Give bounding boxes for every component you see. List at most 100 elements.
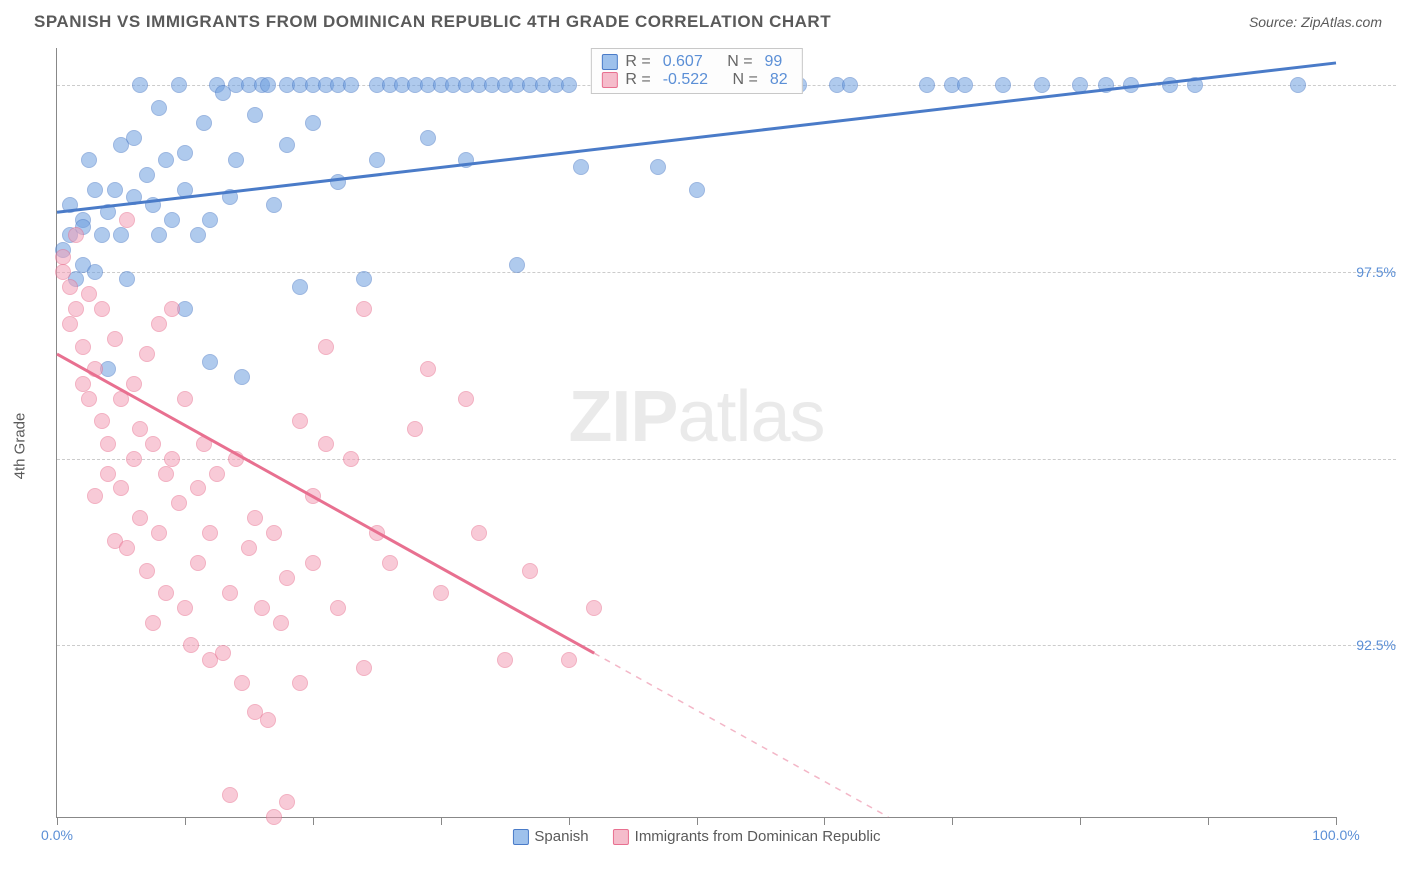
scatter-point [343, 451, 359, 467]
scatter-point [369, 152, 385, 168]
scatter-point [266, 197, 282, 213]
xtick [697, 817, 698, 825]
scatter-point [81, 391, 97, 407]
scatter-point [145, 197, 161, 213]
scatter-point [650, 159, 666, 175]
scatter-point [356, 660, 372, 676]
n-label: N = [733, 71, 758, 89]
legend-label-spanish: Spanish [534, 828, 588, 845]
scatter-point [177, 391, 193, 407]
series-legend: Spanish Immigrants from Dominican Republ… [512, 828, 880, 845]
scatter-point [260, 712, 276, 728]
r-label: R = [625, 53, 650, 71]
scatter-point [158, 152, 174, 168]
scatter-point [81, 152, 97, 168]
xtick [1080, 817, 1081, 825]
scatter-point [957, 77, 973, 93]
scatter-point [222, 585, 238, 601]
scatter-point [573, 159, 589, 175]
scatter-point [94, 227, 110, 243]
scatter-point [202, 354, 218, 370]
scatter-point [190, 555, 206, 571]
xtick [1208, 817, 1209, 825]
scatter-point [266, 809, 282, 825]
scatter-point [87, 182, 103, 198]
scatter-point [196, 115, 212, 131]
scatter-point [222, 189, 238, 205]
scatter-point [318, 339, 334, 355]
scatter-point [75, 339, 91, 355]
scatter-point [119, 540, 135, 556]
scatter-point [202, 525, 218, 541]
correlation-legend: R = 0.607 N = 99 R = -0.522 N = 82 [590, 48, 802, 94]
scatter-point [100, 436, 116, 452]
scatter-point [100, 204, 116, 220]
scatter-point [126, 451, 142, 467]
scatter-point [292, 413, 308, 429]
gridline [57, 645, 1396, 646]
y-axis-label: 4th Grade [12, 413, 29, 480]
scatter-point [68, 227, 84, 243]
scatter-point [145, 436, 161, 452]
scatter-point [260, 77, 276, 93]
scatter-point [292, 279, 308, 295]
scatter-point [190, 227, 206, 243]
chart-title: SPANISH VS IMMIGRANTS FROM DOMINICAN REP… [34, 12, 831, 32]
scatter-point [87, 361, 103, 377]
swatch-pink-icon [601, 72, 617, 88]
xtick [1336, 817, 1337, 825]
scatter-point [55, 249, 71, 265]
scatter-point [305, 555, 321, 571]
chart-header: SPANISH VS IMMIGRANTS FROM DOMINICAN REP… [0, 0, 1406, 40]
scatter-point [100, 466, 116, 482]
scatter-point [842, 77, 858, 93]
xtick [313, 817, 314, 825]
scatter-point [151, 100, 167, 116]
scatter-point [1098, 77, 1114, 93]
scatter-point [266, 525, 282, 541]
xtick [569, 817, 570, 825]
scatter-point [171, 495, 187, 511]
scatter-point [132, 77, 148, 93]
scatter-point [126, 189, 142, 205]
gridline [57, 459, 1396, 460]
scatter-point [471, 525, 487, 541]
xtick-label: 0.0% [41, 827, 73, 843]
scatter-point [196, 436, 212, 452]
scatter-point [177, 600, 193, 616]
scatter-point [1072, 77, 1088, 93]
scatter-point [356, 301, 372, 317]
scatter-point [62, 197, 78, 213]
xtick [185, 817, 186, 825]
scatter-point [343, 77, 359, 93]
scatter-point [215, 645, 231, 661]
scatter-point [254, 600, 270, 616]
scatter-point [497, 652, 513, 668]
scatter-point [222, 787, 238, 803]
scatter-point [113, 480, 129, 496]
scatter-point [119, 212, 135, 228]
scatter-point [318, 436, 334, 452]
swatch-pink-icon [613, 829, 629, 845]
scatter-point [292, 675, 308, 691]
scatter-point [356, 271, 372, 287]
swatch-blue-icon [512, 829, 528, 845]
scatter-point [139, 346, 155, 362]
scatter-point [87, 488, 103, 504]
scatter-point [382, 555, 398, 571]
scatter-point [190, 480, 206, 496]
scatter-point [995, 77, 1011, 93]
scatter-point [81, 286, 97, 302]
scatter-point [689, 182, 705, 198]
scatter-point [126, 376, 142, 392]
scatter-point [209, 466, 225, 482]
scatter-point [228, 152, 244, 168]
scatter-point [151, 316, 167, 332]
scatter-point [87, 264, 103, 280]
scatter-point [420, 361, 436, 377]
scatter-point [62, 279, 78, 295]
scatter-point [132, 510, 148, 526]
scatter-point [561, 652, 577, 668]
legend-label-dominican: Immigrants from Dominican Republic [635, 828, 881, 845]
scatter-point [1290, 77, 1306, 93]
